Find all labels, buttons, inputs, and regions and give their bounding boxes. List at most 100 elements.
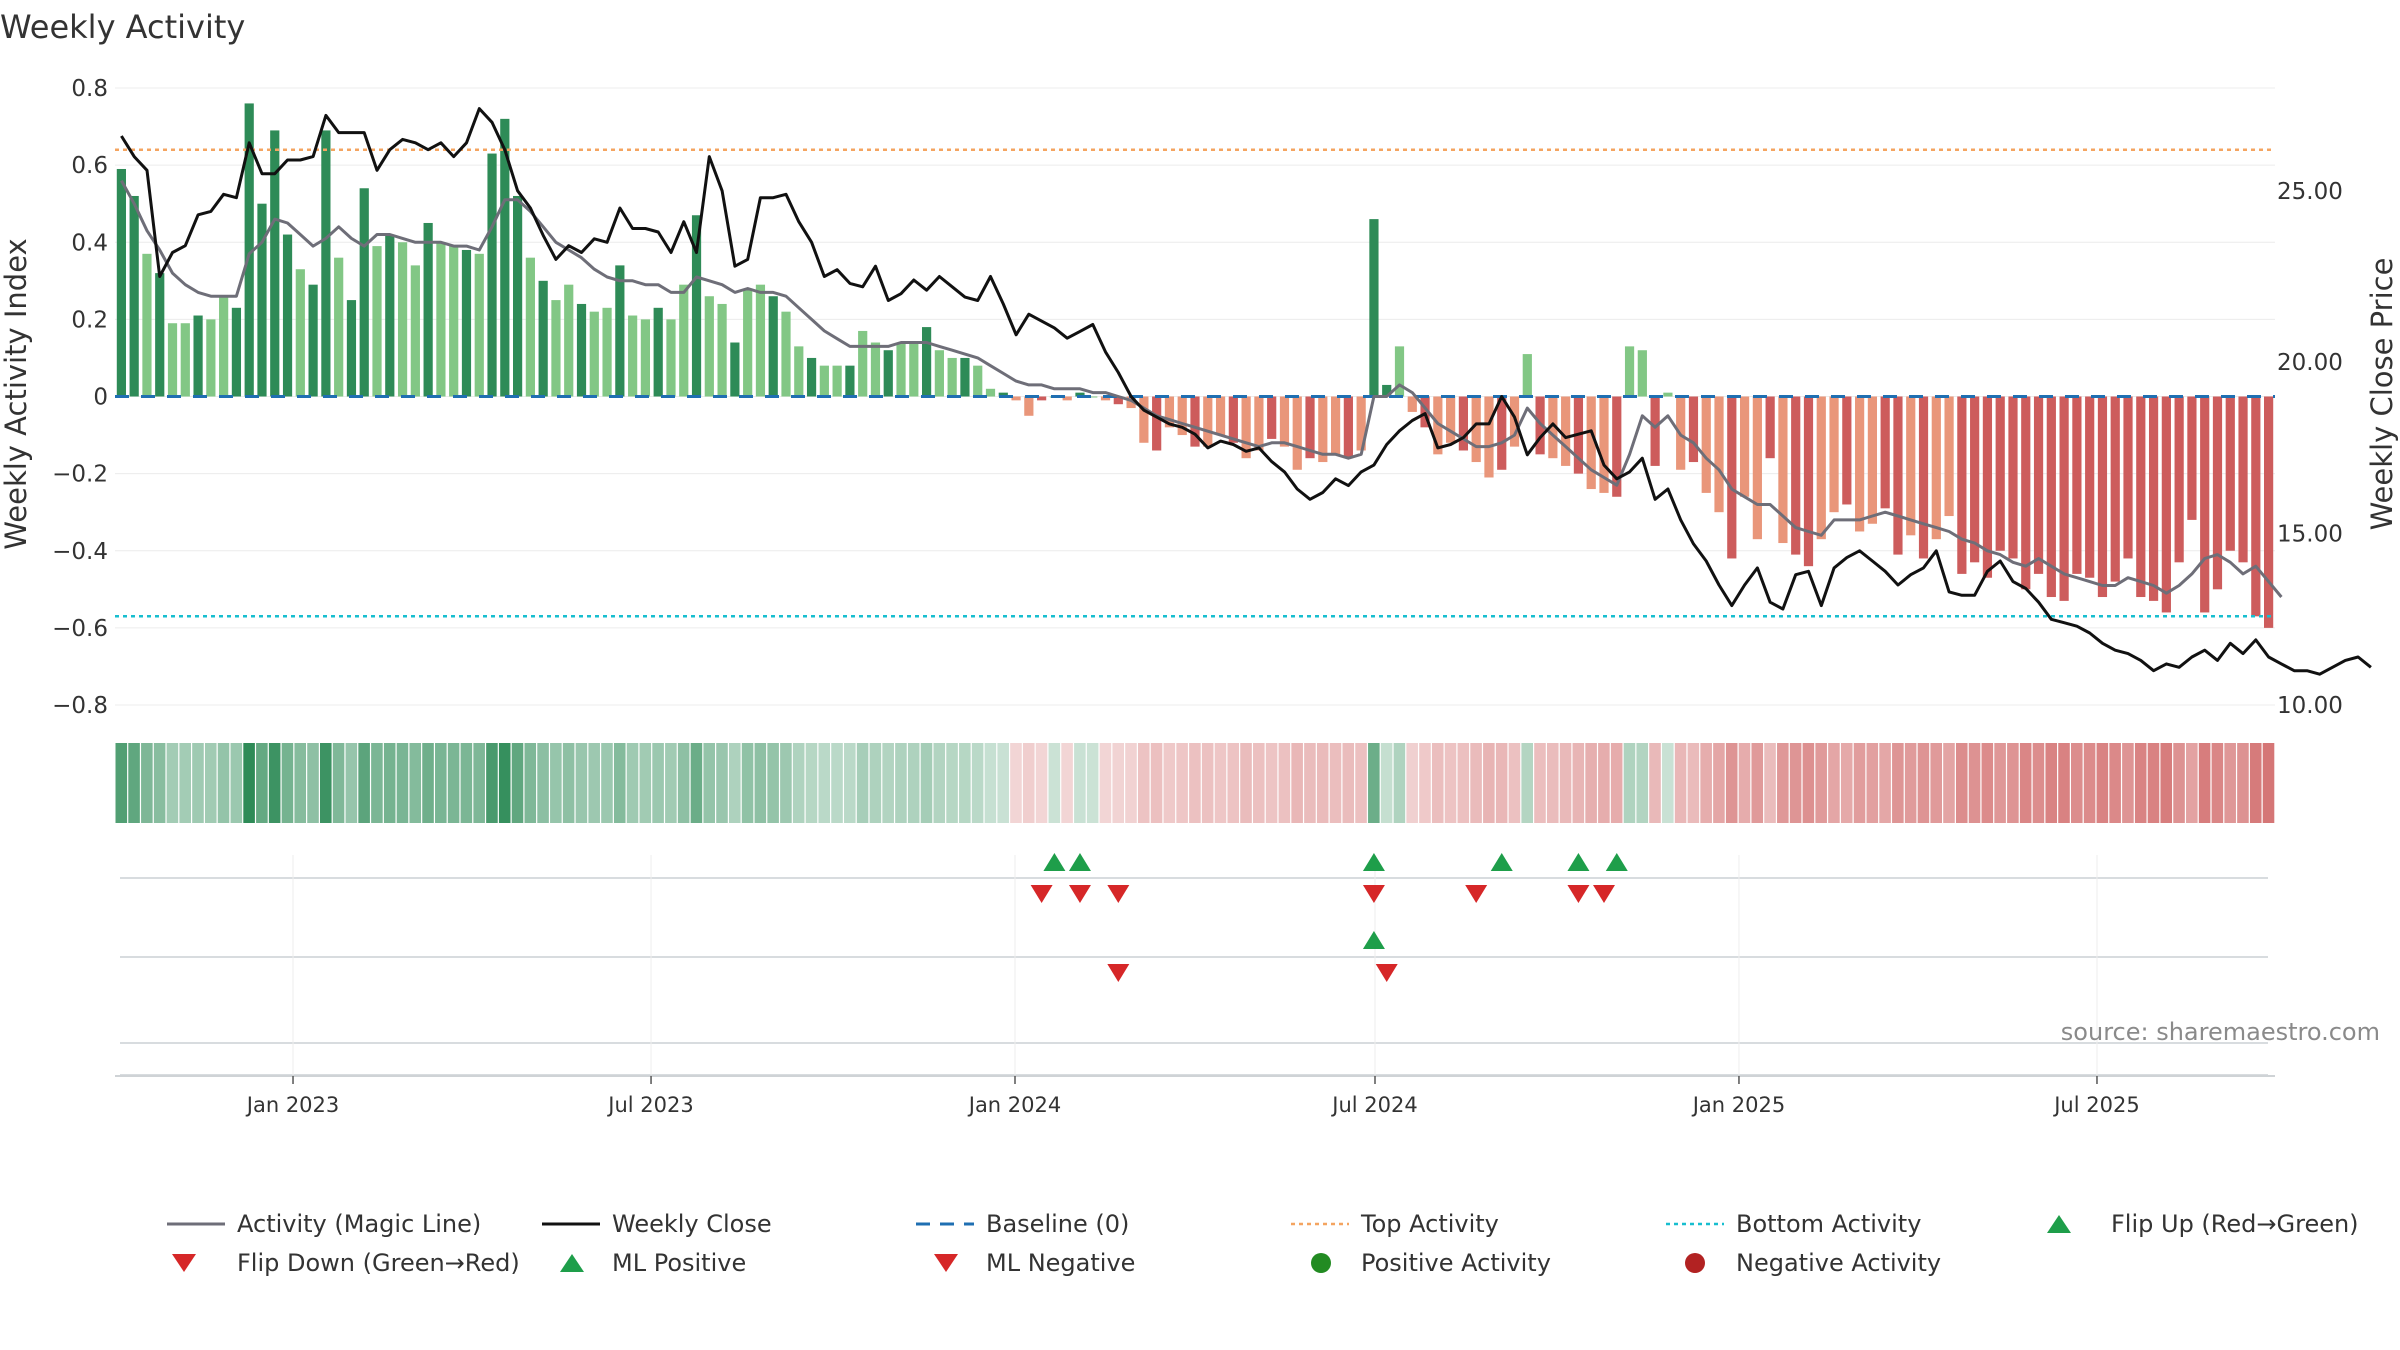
heat-strip-cell: [869, 743, 882, 823]
activity-bar: [589, 311, 599, 397]
heat-strip-cell: [626, 743, 639, 823]
activity-bar: [691, 215, 702, 397]
activity-bar: [794, 346, 804, 397]
y-tick-label: −0.8: [52, 693, 108, 719]
activity-bar: [2187, 396, 2197, 520]
heat-strip-cell: [1201, 743, 1214, 823]
heat-strip-cell: [115, 743, 128, 823]
legend: Activity (Magic Line) Weekly Close Basel…: [167, 1210, 2359, 1277]
heat-strip-cell: [1316, 743, 1329, 823]
heat-strip-cell: [383, 743, 396, 823]
activity-bar: [819, 365, 829, 397]
heat-strip-cell: [1828, 743, 1840, 823]
heat-strip-cell: [1981, 743, 1994, 823]
activity-bar: [1228, 396, 1238, 443]
activity-bar: [2123, 396, 2133, 559]
activity-bar: [2200, 396, 2210, 613]
activity-bar: [1995, 396, 2005, 551]
activity-bar: [615, 265, 625, 397]
legend-item-ml-negative: ML Negative: [934, 1249, 1135, 1277]
heat-strip-cell: [1930, 743, 1942, 823]
activity-bar: [1791, 396, 1801, 555]
y-tick-label: 15.00: [2277, 522, 2343, 548]
x-tick-label: Jan 2025: [1691, 1093, 1786, 1117]
activity-bar: [180, 323, 190, 397]
heat-strip-cell: [307, 743, 319, 823]
heat-strip-cell: [409, 743, 422, 823]
legend-item-positive-activity: Positive Activity: [1311, 1249, 1551, 1277]
activity-bar: [653, 307, 663, 397]
activity-bar: [1982, 396, 1993, 578]
activity-bar: [1816, 396, 1826, 540]
heat-strip-cell: [1227, 743, 1240, 823]
heat-strip-cell: [2134, 743, 2147, 823]
activity-bar: [474, 253, 484, 397]
activity-bar: [219, 296, 229, 397]
activity-bar: [142, 253, 152, 397]
heat-strip-cell: [2198, 743, 2211, 823]
activity-bar: [231, 307, 242, 397]
heat-strip-cell: [2249, 743, 2262, 823]
activity-bar: [832, 365, 842, 397]
y-tick-label: 20.00: [2277, 350, 2343, 376]
activity-bar: [1944, 396, 1954, 517]
heat-strip-cell: [243, 743, 255, 823]
activity-bar: [858, 330, 868, 397]
activity-bar: [2148, 396, 2159, 601]
heat-strip-cell: [179, 743, 191, 823]
activity-bar: [1586, 396, 1596, 490]
activity-bar: [525, 257, 535, 397]
activity-bar: [1906, 396, 1916, 536]
activity-bar: [602, 307, 612, 397]
heat-strip-cell: [371, 743, 383, 823]
heat-strip-cell: [1508, 743, 1521, 823]
activity-bar: [397, 242, 408, 397]
legend-item-ml-positive: ML Positive: [560, 1249, 746, 1277]
activity-bar: [896, 342, 906, 397]
activity-bar: [1714, 396, 1724, 513]
activity-bar: [321, 130, 331, 397]
legend-label: Weekly Close: [612, 1210, 772, 1238]
heat-strip-cell: [2083, 743, 2096, 823]
ml-negative-marker: [1107, 964, 1130, 982]
heat-strip-cell: [920, 743, 933, 823]
heat-strip-cell: [422, 743, 434, 823]
activity-bar: [1126, 396, 1136, 409]
heat-strip-cell: [933, 743, 946, 823]
activity-bar: [1458, 396, 1469, 451]
heat-strip-cell: [1674, 743, 1687, 823]
activity-bar: [934, 350, 944, 397]
ml-positive-marker: [1362, 931, 1385, 949]
activity-bar: [1637, 350, 1647, 397]
heat-strip-cell: [345, 743, 358, 823]
activity-bar: [1561, 396, 1571, 466]
activity-bar: [1356, 396, 1366, 451]
heat-strip-cell: [498, 743, 511, 823]
heat-strip-cell: [1419, 743, 1431, 823]
heat-strip-cell: [2032, 743, 2045, 823]
ml-negative-marker: [1375, 964, 1398, 982]
heat-strip-cell: [1572, 743, 1585, 823]
activity-bar: [1267, 396, 1277, 439]
x-axis: Jan 2023 Jul 2023 Jan 2024 Jul 2024 Jan 2025…: [115, 1075, 2275, 1117]
heat-strip-cell: [1751, 743, 1764, 823]
activity-bar: [704, 296, 714, 397]
y-tick-label: 10.00: [2277, 693, 2343, 719]
heat-strip-cell: [665, 743, 677, 823]
heat-strip-cell: [1853, 743, 1866, 823]
heat-strip-cell: [716, 743, 728, 823]
activity-bar: [410, 265, 420, 397]
heat-strip-cell: [1662, 743, 1674, 823]
heat-strip-cell: [1994, 743, 2006, 823]
heat-strip-cell: [1700, 743, 1712, 823]
heat-strip-cell: [2045, 743, 2058, 823]
activity-bar: [116, 168, 126, 397]
activity-bar: [717, 303, 727, 397]
activity-bar: [768, 296, 778, 397]
heat-strip-cell: [1777, 743, 1789, 823]
activity-bar: [1727, 396, 1737, 559]
activity-bar: [206, 319, 216, 397]
flip-up-marker: [1490, 853, 1513, 871]
heat-strip-cell: [1291, 743, 1303, 823]
heat-strip-cell: [153, 743, 166, 823]
